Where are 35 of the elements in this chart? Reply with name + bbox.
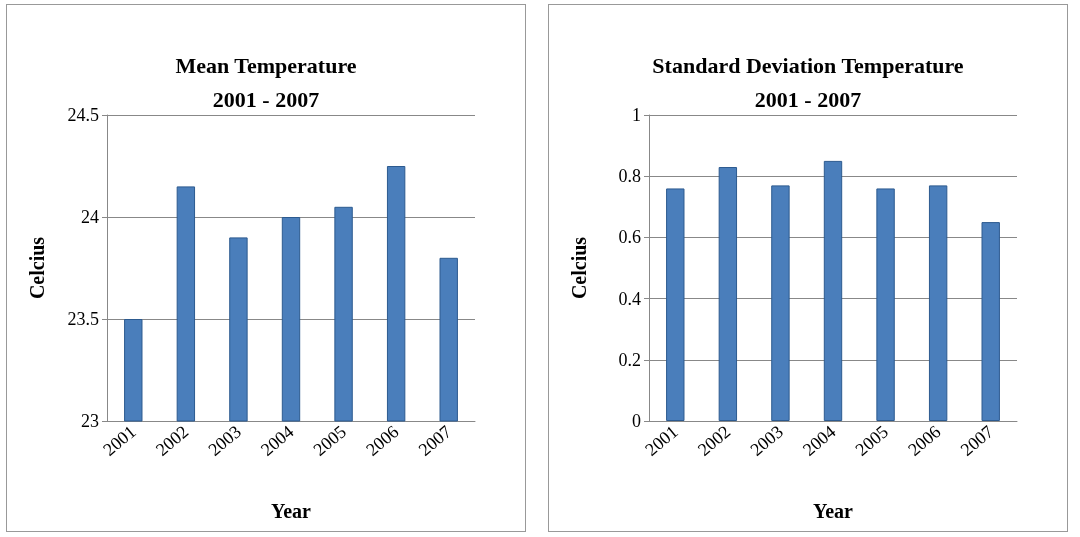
x-tick-label: 2006 [904, 421, 945, 460]
y-axis-title: Celcius [568, 236, 590, 300]
x-tick-label: 2001 [641, 421, 682, 460]
y-axis-title: Celcius [26, 236, 48, 300]
x-tick-label: 2001 [99, 421, 140, 460]
x-tick-label: 2005 [309, 421, 350, 460]
y-tick-label: 23 [81, 411, 99, 431]
bar [876, 188, 895, 421]
y-tick-label: 24 [81, 207, 99, 227]
bar [823, 160, 843, 421]
y-tick-label: 23.5 [67, 309, 99, 329]
bar [928, 185, 948, 421]
bar [718, 167, 738, 421]
x-tick-label: 2002 [151, 421, 193, 460]
y-tick-label: 0.2 [618, 349, 641, 370]
chart-title: Standard Deviation Temperature 2001 - 2007 [652, 52, 964, 112]
x-axis-title: Year [813, 500, 854, 522]
y-tick-label: 0.8 [618, 166, 641, 187]
y-tick-label: 0 [632, 411, 641, 431]
bar [981, 222, 1000, 421]
y-tick-label: 0.4 [618, 288, 641, 309]
x-axis-title: Year [271, 500, 312, 522]
y-tick-label: 24.5 [67, 105, 99, 125]
bar [771, 185, 790, 421]
chart-title: Mean Temperature 2001 - 2007 [175, 52, 357, 112]
bar [666, 188, 685, 421]
x-tick-label: 2004 [799, 421, 840, 460]
x-tick-label: 2005 [851, 421, 892, 460]
x-tick-label: 2002 [693, 421, 735, 460]
x-tick-label: 2006 [362, 421, 403, 460]
y-tick-label: 0.6 [618, 227, 641, 248]
x-tick-label: 2004 [257, 421, 298, 460]
y-tick-label: 1 [632, 105, 641, 125]
x-tick-label: 2003 [746, 421, 787, 460]
x-tick-label: 2003 [204, 421, 245, 460]
